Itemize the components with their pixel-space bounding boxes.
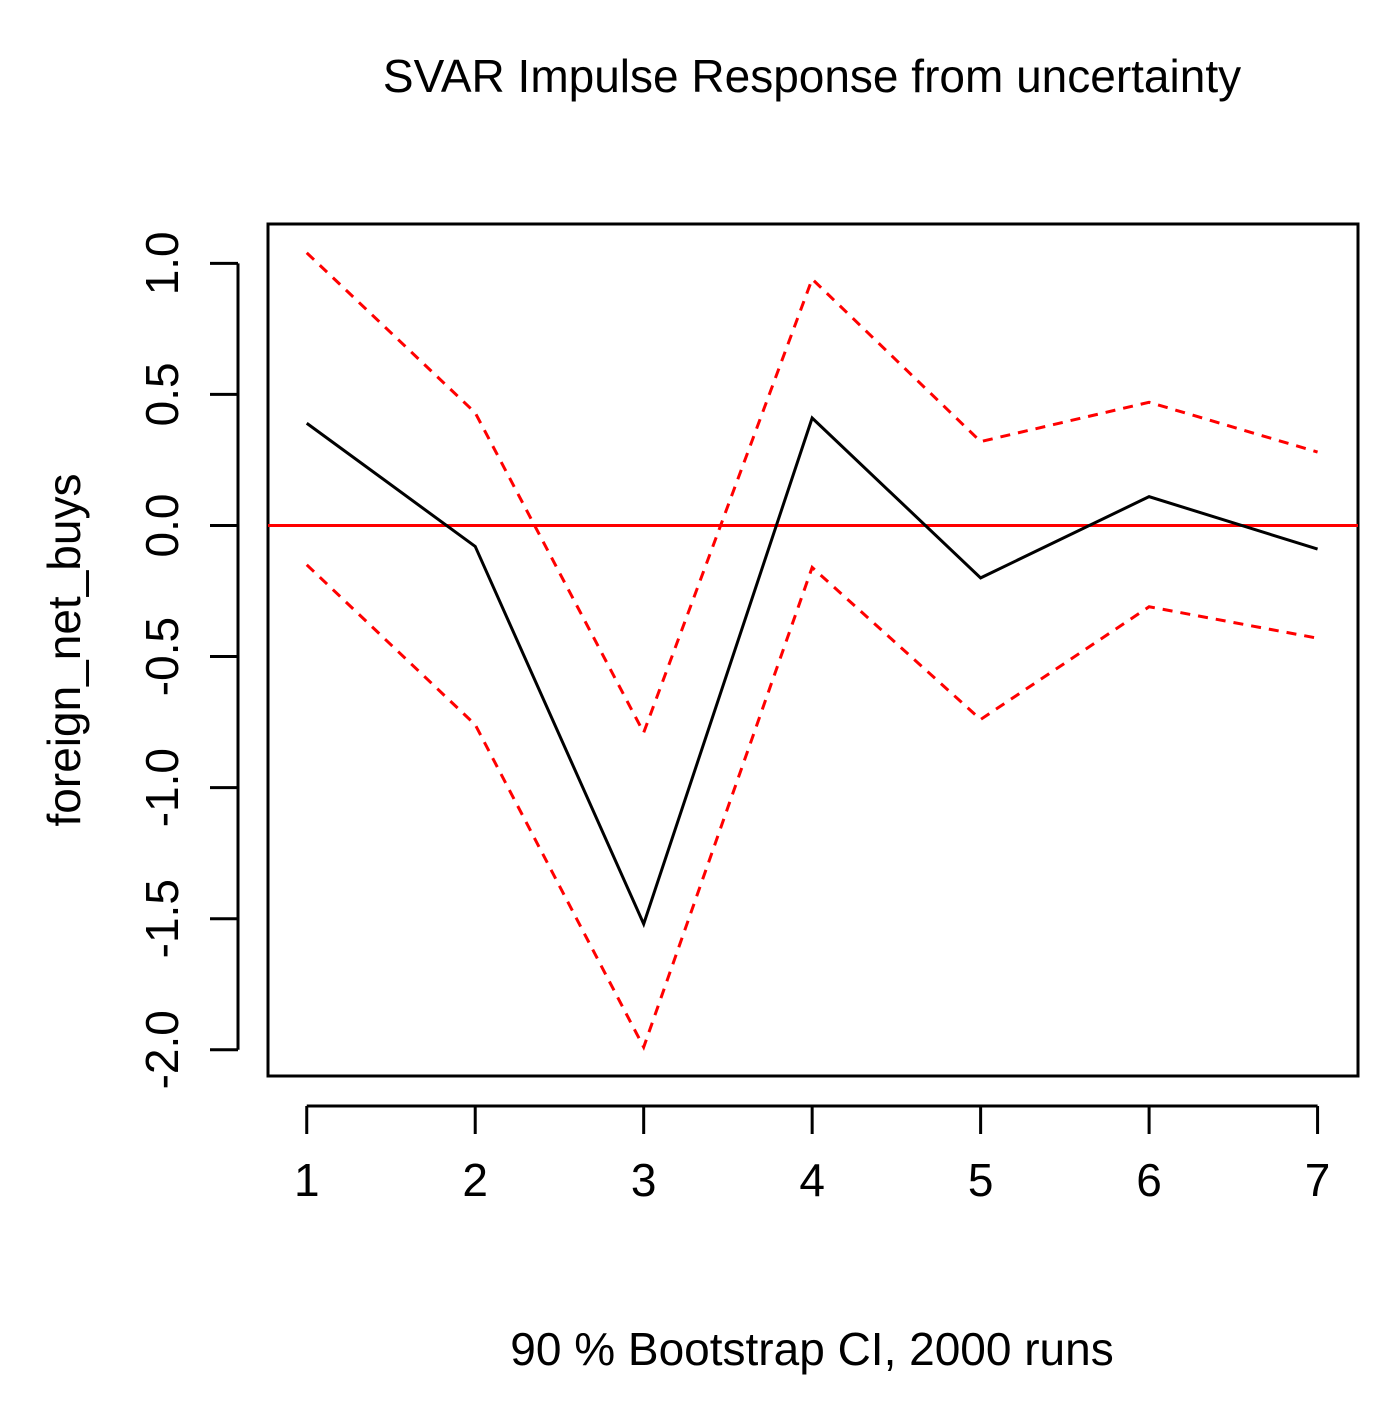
series-line-response <box>305 415 1319 929</box>
x-tick-label: 3 <box>631 1154 657 1206</box>
x-tick-label: 2 <box>462 1154 488 1206</box>
x-axis-label: 90 % Bootstrap CI, 2000 runs <box>510 1323 1113 1375</box>
y-tick-label: -1.0 <box>136 748 188 827</box>
y-tick-label: 0.0 <box>136 494 188 558</box>
y-tick-label: -0.5 <box>136 617 188 696</box>
y-tick-label: 0.5 <box>136 362 188 426</box>
x-tick-label: 6 <box>1136 1154 1162 1206</box>
y-tick-label: -2.0 <box>136 1010 188 1089</box>
x-tick-label: 4 <box>799 1154 825 1206</box>
x-tick-label: 7 <box>1305 1154 1331 1206</box>
series-lines <box>268 251 1358 1051</box>
plot-frame <box>266 222 1360 1078</box>
series-line-upper <box>305 251 1318 737</box>
axes-ticks: 1 2 3 4 5 6 7 -2.0 -1.5 -1.0 -0.5 0.0 0.5 1.0 <box>136 231 1330 1206</box>
x-tick-label: 1 <box>294 1154 320 1206</box>
y-tick-label: 1.0 <box>136 231 188 295</box>
y-tick-label: -1.5 <box>136 879 188 958</box>
chart-title: SVAR Impulse Response from uncertainty <box>383 50 1241 102</box>
y-axis-label: foreign_net_buys <box>38 474 90 827</box>
x-tick-label: 5 <box>968 1154 994 1206</box>
series-line-lower <box>305 563 1318 1051</box>
